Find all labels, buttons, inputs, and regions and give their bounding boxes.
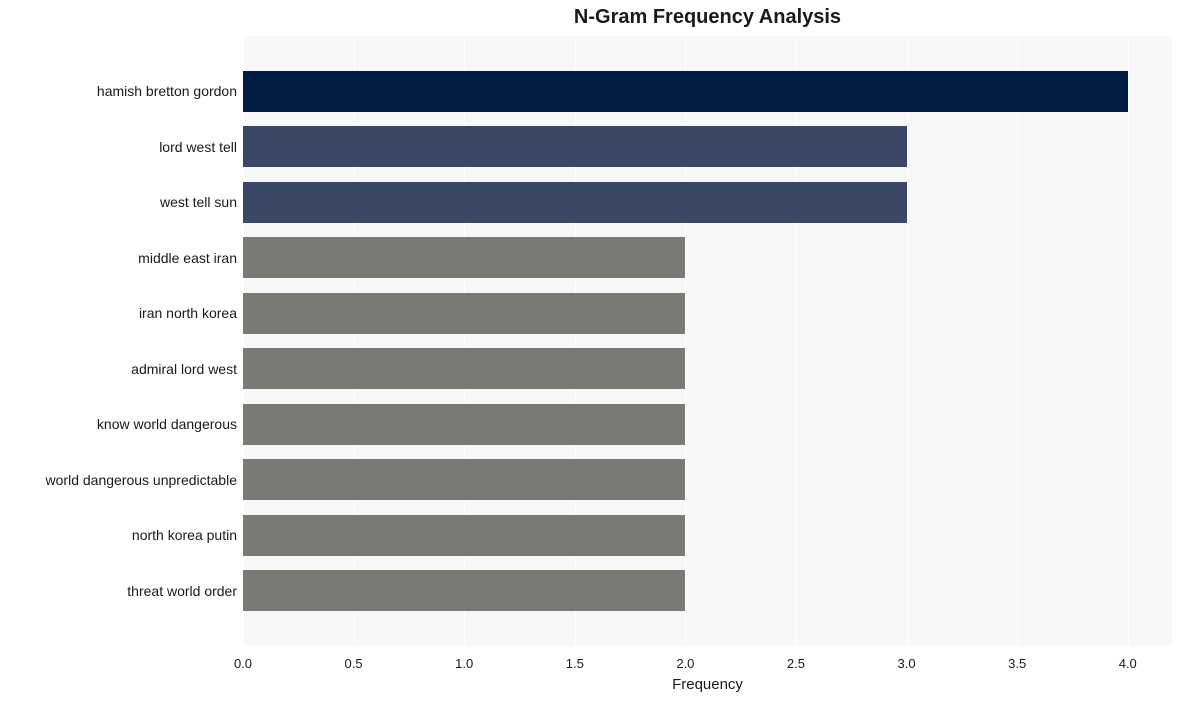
bar: [243, 71, 1128, 112]
bar: [243, 237, 685, 278]
grid-line: [907, 36, 908, 646]
x-tick-label: 2.0: [676, 656, 694, 671]
y-tick-label: iran north korea: [139, 305, 237, 321]
x-tick-label: 1.0: [455, 656, 473, 671]
y-tick-label: hamish bretton gordon: [97, 83, 237, 99]
x-tick-label: 1.5: [566, 656, 584, 671]
y-tick-label: admiral lord west: [131, 361, 237, 377]
bar: [243, 348, 685, 389]
grid-line: [1128, 36, 1129, 646]
bar: [243, 404, 685, 445]
x-tick-label: 4.0: [1119, 656, 1137, 671]
x-tick-label: 3.5: [1008, 656, 1026, 671]
y-tick-label: middle east iran: [138, 250, 237, 266]
grid-line: [1017, 36, 1018, 646]
ngram-chart: N-Gram Frequency Analysis hamish bretton…: [0, 0, 1182, 701]
y-tick-label: threat world order: [127, 583, 237, 599]
x-tick-label: 2.5: [787, 656, 805, 671]
y-tick-label: north korea putin: [132, 527, 237, 543]
x-tick-label: 3.0: [898, 656, 916, 671]
bar: [243, 459, 685, 500]
bar: [243, 126, 907, 167]
bar: [243, 182, 907, 223]
y-tick-label: know world dangerous: [97, 416, 237, 432]
y-tick-label: west tell sun: [160, 194, 237, 210]
x-tick-label: 0.5: [345, 656, 363, 671]
plot-area: [243, 36, 1172, 646]
y-tick-label: world dangerous unpredictable: [46, 472, 237, 488]
bar: [243, 293, 685, 334]
x-axis-title: Frequency: [243, 676, 1172, 693]
bar: [243, 515, 685, 556]
x-tick-label: 0.0: [234, 656, 252, 671]
bar: [243, 570, 685, 611]
y-tick-label: lord west tell: [159, 139, 237, 155]
chart-title: N-Gram Frequency Analysis: [243, 6, 1172, 29]
